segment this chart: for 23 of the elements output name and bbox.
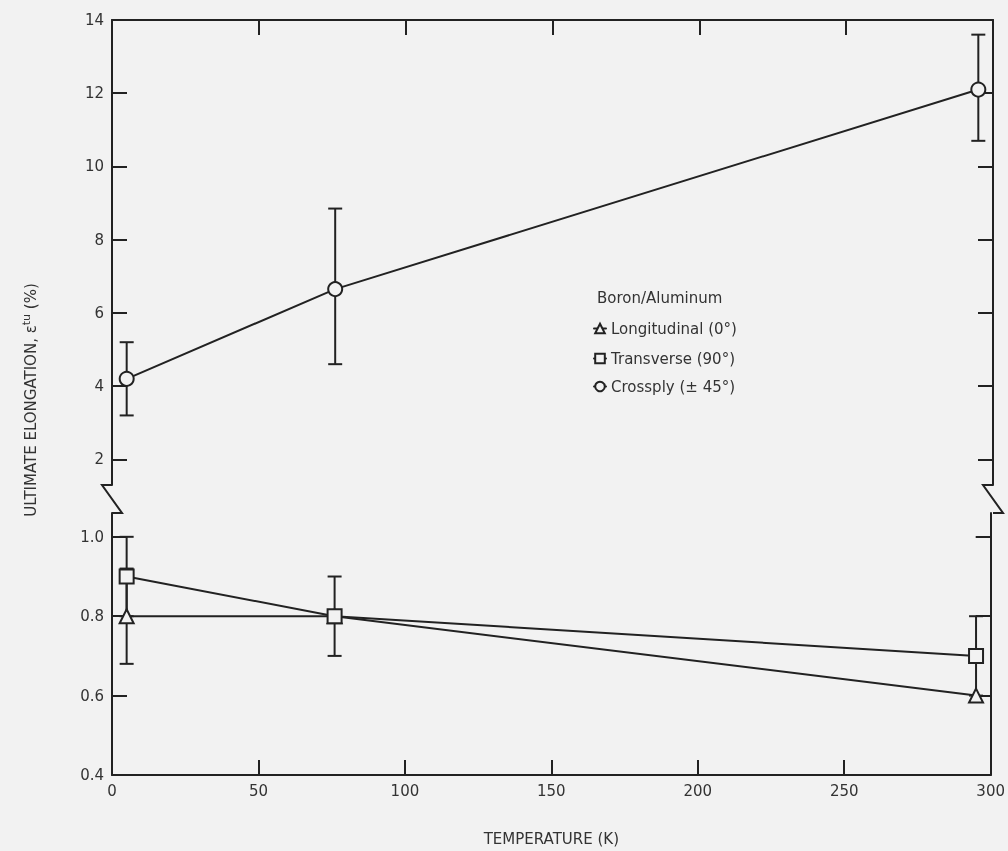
legend-title: Boron/Aluminum — [597, 288, 723, 307]
x-tick-label: 250 — [829, 781, 859, 800]
legend-label: Transverse (90°) — [610, 349, 736, 368]
y-tick-label: 6 — [94, 303, 104, 322]
y-tick-label: 4 — [94, 377, 104, 396]
x-tick-label: 200 — [683, 781, 713, 800]
y-tick-label: 12 — [84, 84, 104, 103]
y-tick-label: 0.4 — [80, 766, 104, 784]
x-tick-label: 50 — [248, 781, 268, 800]
y-tick-label: 14 — [84, 11, 104, 29]
x-tick-label: 0 — [107, 781, 117, 800]
x-tick-label: 150 — [537, 781, 566, 800]
x-tick-label: 100 — [390, 781, 420, 800]
y-tick-label: 8 — [94, 230, 104, 249]
y-tick-label: 2 — [94, 450, 104, 469]
legend-label: Crossply (± 45°) — [611, 377, 736, 396]
x-axis-title: TEMPERATURE (K) — [482, 829, 620, 848]
y-tick-label: 10 — [84, 157, 104, 176]
y-tick-label: 0.6 — [80, 686, 104, 705]
y-tick-label: 0.8 — [80, 607, 104, 626]
y-tick-label: 1.0 — [80, 527, 104, 546]
x-tick-label: 300 — [976, 781, 1006, 800]
legend-label: Longitudinal (0°) — [611, 319, 737, 338]
